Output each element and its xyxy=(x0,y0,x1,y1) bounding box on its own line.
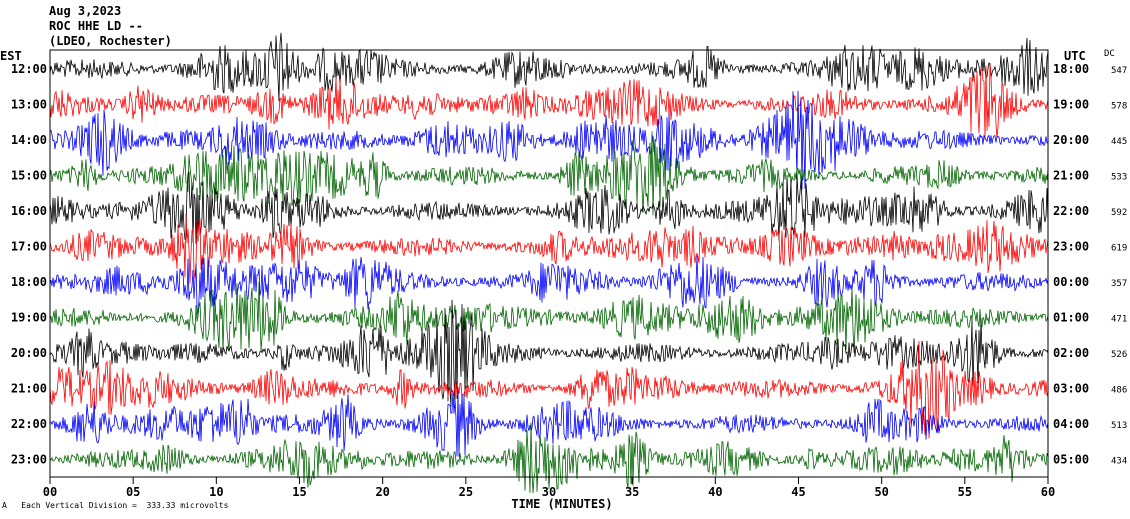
right-axis-label: UTC xyxy=(1064,49,1086,63)
x-axis-label: TIME (MINUTES) xyxy=(511,497,612,511)
trace-row-1200 xyxy=(49,32,1049,102)
dc-offset-value: 471 xyxy=(1111,315,1127,325)
x-tick-label: 40 xyxy=(708,485,722,499)
x-tick-label: 25 xyxy=(459,485,473,499)
trace-row-1400 xyxy=(49,90,1049,190)
utc-hour-label: 19:00 xyxy=(1053,98,1089,112)
est-hour-label: 14:00 xyxy=(11,133,47,147)
utc-hour-label: 04:00 xyxy=(1053,417,1089,431)
utc-hour-label: 00:00 xyxy=(1053,275,1089,289)
footer-text: Each Vertical Division = 333.33 microvol… xyxy=(21,501,229,510)
footer-mark: A xyxy=(2,501,7,510)
est-hour-label: 13:00 xyxy=(11,98,47,112)
trace-row-2100 xyxy=(49,340,1049,439)
utc-hour-label: 21:00 xyxy=(1053,169,1089,183)
est-hour-label: 20:00 xyxy=(11,346,47,360)
x-tick-label: 05 xyxy=(126,485,140,499)
chart-date: Aug 3,2023 xyxy=(49,4,122,18)
est-hour-label: 18:00 xyxy=(11,275,47,289)
x-tick-label: 55 xyxy=(958,485,972,499)
trace-row-1900 xyxy=(49,281,1049,353)
dc-offset-value: 533 xyxy=(1111,173,1127,183)
utc-hour-label: 01:00 xyxy=(1053,311,1089,325)
est-hour-label: 23:00 xyxy=(11,453,47,467)
est-hour-label: 21:00 xyxy=(11,382,47,396)
x-tick-label: 30 xyxy=(542,485,556,499)
dc-offset-value: 445 xyxy=(1111,137,1127,147)
utc-hour-label: 05:00 xyxy=(1053,453,1089,467)
trace-row-1700 xyxy=(49,213,1049,284)
est-hour-label: 17:00 xyxy=(11,240,47,254)
est-hour-label: 15:00 xyxy=(11,169,47,183)
x-tick-label: 45 xyxy=(791,485,805,499)
dc-offset-value: 547 xyxy=(1111,66,1127,76)
x-tick-label: 15 xyxy=(292,485,306,499)
dc-offset-value: 357 xyxy=(1111,279,1127,289)
trace-row-1300 xyxy=(49,62,1049,140)
trace-layer xyxy=(49,32,1049,494)
station-location: (LDEO, Rochester) xyxy=(49,34,172,48)
trace-row-2300 xyxy=(49,422,1049,494)
dc-offset-value: 434 xyxy=(1111,457,1127,467)
scale-footer: A Each Vertical Division = 333.33 microv… xyxy=(2,501,228,510)
utc-hour-label: 03:00 xyxy=(1053,382,1089,396)
utc-hour-label: 20:00 xyxy=(1053,133,1089,147)
utc-hour-label: 23:00 xyxy=(1053,240,1089,254)
x-tick-label: 20 xyxy=(375,485,389,499)
trace-row-1500 xyxy=(49,131,1049,216)
est-hour-label: 19:00 xyxy=(11,311,47,325)
dc-header-label: DC xyxy=(1104,49,1115,59)
dc-offset-value: 513 xyxy=(1111,421,1127,431)
trace-row-1600 xyxy=(49,171,1049,245)
trace-row-2000 xyxy=(49,299,1049,408)
est-hour-label: 16:00 xyxy=(11,204,47,218)
x-tick-label: 00 xyxy=(43,485,57,499)
left-axis-label: EST xyxy=(0,49,22,63)
utc-hour-label: 18:00 xyxy=(1053,62,1089,76)
dc-offset-value: 526 xyxy=(1111,350,1127,360)
station-code: ROC HHE LD -- xyxy=(49,19,143,33)
x-tick-label: 50 xyxy=(874,485,888,499)
dc-offset-value: 486 xyxy=(1111,386,1127,396)
utc-hour-label: 02:00 xyxy=(1053,346,1089,360)
tick-layer: 00 05 10 15 20 25 30 35 40 45 50 55 60 xyxy=(43,477,1055,499)
dc-offset-value: 619 xyxy=(1111,244,1127,254)
dc-offset-value: 592 xyxy=(1111,208,1127,218)
x-tick-label: 10 xyxy=(209,485,223,499)
dc-offset-value: 578 xyxy=(1111,102,1127,112)
utc-hour-label: 22:00 xyxy=(1053,204,1089,218)
trace-row-2200 xyxy=(49,390,1049,457)
est-hour-label: 12:00 xyxy=(11,62,47,76)
row-label-layer: 12:00 18:00 547 13:00 19:00 578 14:00 20:00 445 1… xyxy=(11,62,1127,467)
est-hour-label: 22:00 xyxy=(11,417,47,431)
trace-row-1800 xyxy=(49,255,1049,318)
x-tick-label: 60 xyxy=(1041,485,1055,499)
x-tick-label: 35 xyxy=(625,485,639,499)
